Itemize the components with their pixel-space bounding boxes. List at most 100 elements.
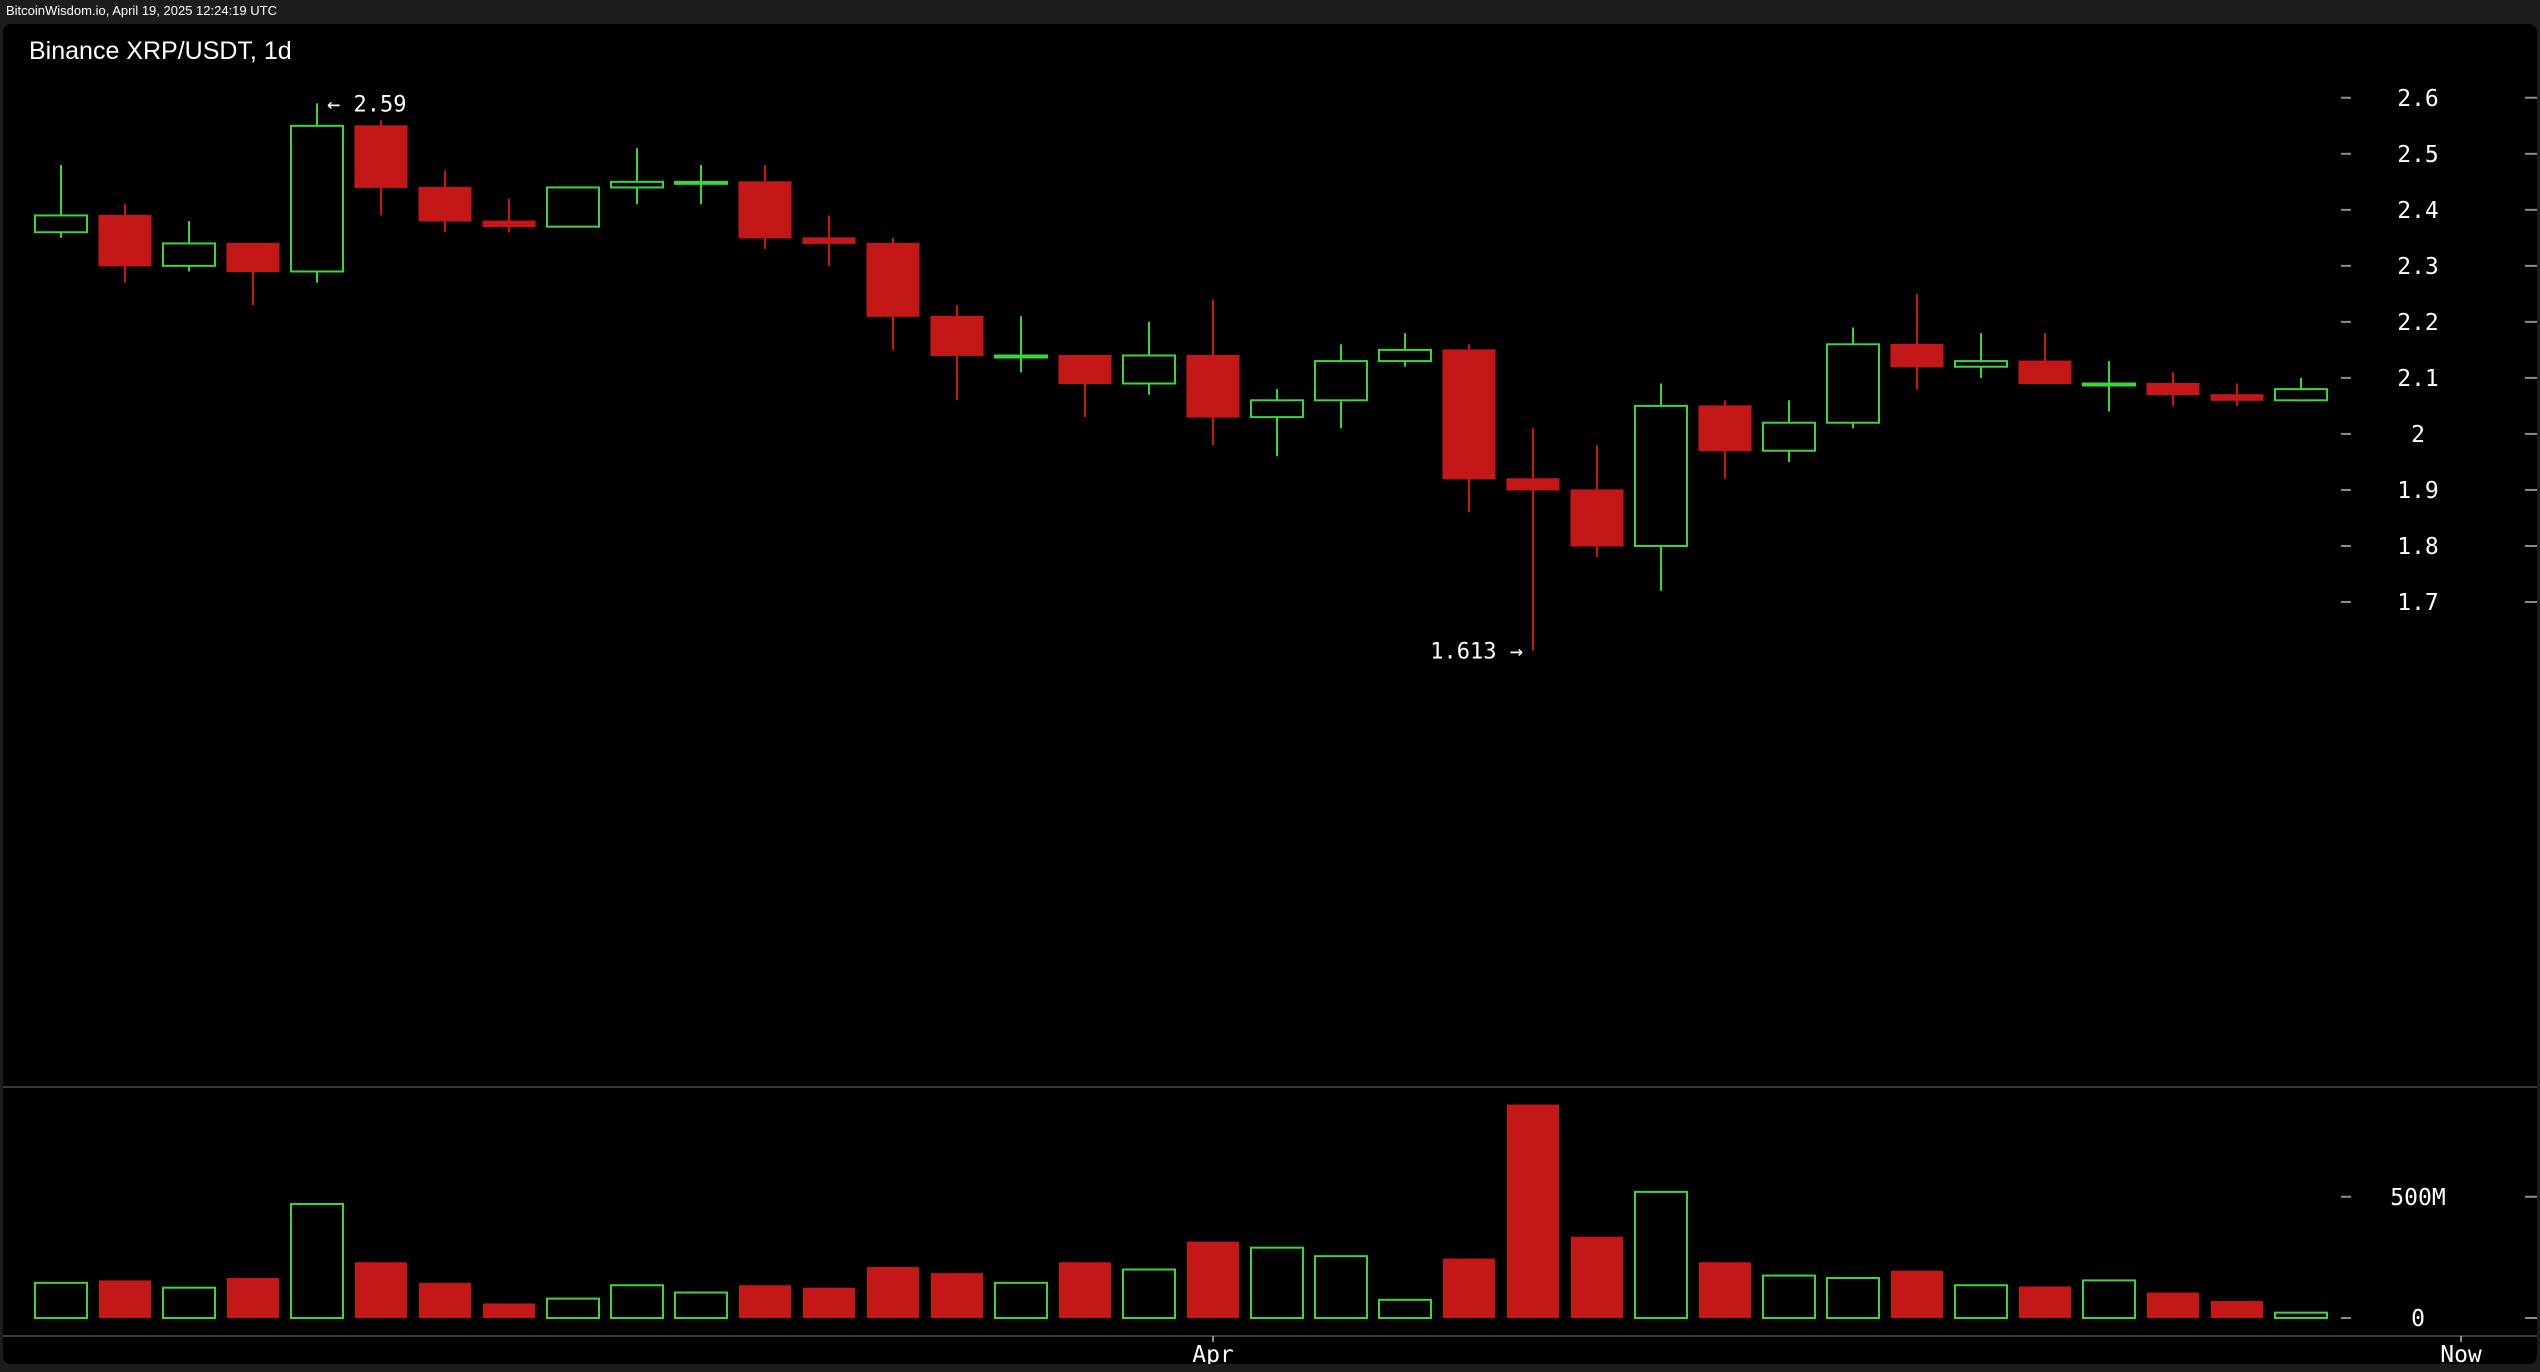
price-tick-label: 2.5 xyxy=(2397,142,2439,168)
candle xyxy=(354,120,408,216)
volume-bar xyxy=(1250,1246,1304,1320)
candle xyxy=(674,165,728,205)
candle-body xyxy=(226,242,280,272)
volume-bar xyxy=(1826,1276,1880,1320)
candle xyxy=(1634,383,1688,591)
candle xyxy=(1122,321,1176,395)
candle-body xyxy=(2210,394,2264,401)
volume-tick-label: 500M xyxy=(2390,1185,2445,1211)
volume-bar xyxy=(610,1284,664,1319)
volume-bar xyxy=(867,1267,919,1318)
chart-frame[interactable]: Binance XRP/USDT, 1d 1.7 1.8 1.9 2 2.1 2.2 2.3… xyxy=(3,24,2537,1364)
candle-body xyxy=(674,180,728,185)
candle xyxy=(2018,333,2072,385)
volume-bar xyxy=(931,1273,983,1318)
volume-bar xyxy=(674,1291,728,1319)
candle xyxy=(738,165,792,250)
candle xyxy=(1378,333,1432,367)
volume-bar xyxy=(994,1281,1048,1320)
candle xyxy=(866,237,920,350)
candle-body xyxy=(610,180,664,189)
time-tick-label: Apr xyxy=(1192,1342,1234,1364)
candle-body xyxy=(866,242,920,317)
candle xyxy=(2146,372,2200,406)
volume-bar xyxy=(2147,1292,2199,1318)
candle xyxy=(98,204,152,283)
candle-body xyxy=(802,237,856,244)
candle-body xyxy=(162,242,216,267)
volume-bar xyxy=(1762,1274,1816,1319)
price-tick-label: 2.1 xyxy=(2397,366,2439,392)
time-tick-label: Now xyxy=(2440,1342,2482,1364)
volume-bar xyxy=(227,1277,279,1318)
price-tick-label: 2 xyxy=(2411,422,2425,448)
candle-body xyxy=(738,181,792,239)
axes: 1.7 1.8 1.9 2 2.1 2.2 2.3 2.4 2.5 2.6 0 500M Apr Now xyxy=(3,86,2537,1364)
volume-bar xyxy=(1059,1262,1111,1318)
volume-bars xyxy=(34,1104,2328,1320)
price-annotation: 1.613 → xyxy=(1430,640,1523,665)
candle xyxy=(1250,389,1304,457)
candle xyxy=(1698,400,1752,479)
candle-body xyxy=(1634,404,1688,547)
candle xyxy=(802,215,856,266)
candle xyxy=(1762,400,1816,462)
candle-body xyxy=(1442,349,1496,480)
candle-body xyxy=(1762,421,1816,452)
candle-body xyxy=(354,125,408,188)
candle xyxy=(418,170,472,233)
candle-body xyxy=(1058,354,1112,385)
volume-bar xyxy=(2082,1279,2136,1319)
candle xyxy=(930,305,984,401)
volume-bar xyxy=(2211,1301,2263,1318)
price-tick-label: 2.2 xyxy=(2397,310,2439,336)
candle-body xyxy=(1890,343,1944,368)
price-tick-label: 2.3 xyxy=(2397,254,2439,280)
volume-bar xyxy=(483,1303,535,1318)
volume-bar xyxy=(1314,1255,1368,1319)
annotations: ← 2.59 1.613 → xyxy=(327,92,1523,664)
candle-body xyxy=(930,315,984,356)
volume-bar xyxy=(99,1280,151,1318)
candle xyxy=(1058,354,1112,418)
candle-body xyxy=(1698,405,1752,452)
volume-bar xyxy=(1378,1298,1432,1319)
volume-bar xyxy=(1507,1104,1559,1318)
candle xyxy=(1506,428,1560,651)
candle xyxy=(482,198,536,233)
candle-body xyxy=(482,220,536,228)
candles xyxy=(34,103,2328,651)
volume-bar xyxy=(1443,1258,1495,1318)
volume-bar xyxy=(803,1287,855,1318)
volume-bar xyxy=(1122,1268,1176,1319)
candle xyxy=(1186,299,1240,446)
chart-title: Binance XRP/USDT, 1d xyxy=(29,37,292,65)
candle xyxy=(34,165,88,238)
price-tick-label: 1.9 xyxy=(2397,478,2439,504)
candle-body xyxy=(290,124,344,273)
candle xyxy=(226,242,280,306)
candle-body xyxy=(1954,360,2008,368)
candle xyxy=(1954,333,2008,378)
price-tick-label: 2.6 xyxy=(2397,86,2439,112)
candle xyxy=(994,316,1048,373)
volume-bar xyxy=(355,1262,407,1318)
volume-bar xyxy=(1699,1262,1751,1318)
candlestick-chart[interactable]: Binance XRP/USDT, 1d 1.7 1.8 1.9 2 2.1 2.2 2.3… xyxy=(3,24,2537,1364)
candle-body xyxy=(1826,343,1880,424)
volume-bar xyxy=(1954,1284,2008,1319)
candle-body xyxy=(1378,348,1432,363)
candle xyxy=(2082,361,2136,412)
candle-body xyxy=(994,354,1048,359)
candle-body xyxy=(1186,354,1240,418)
candle xyxy=(2274,377,2328,402)
candle xyxy=(1442,344,1496,513)
candle xyxy=(546,186,600,228)
candle xyxy=(290,103,344,283)
volume-bar xyxy=(290,1203,344,1320)
candle-body xyxy=(1250,399,1304,419)
candle xyxy=(1826,327,1880,429)
candle-body xyxy=(2018,360,2072,385)
volume-bar xyxy=(739,1285,791,1318)
volume-bar xyxy=(1187,1241,1239,1318)
